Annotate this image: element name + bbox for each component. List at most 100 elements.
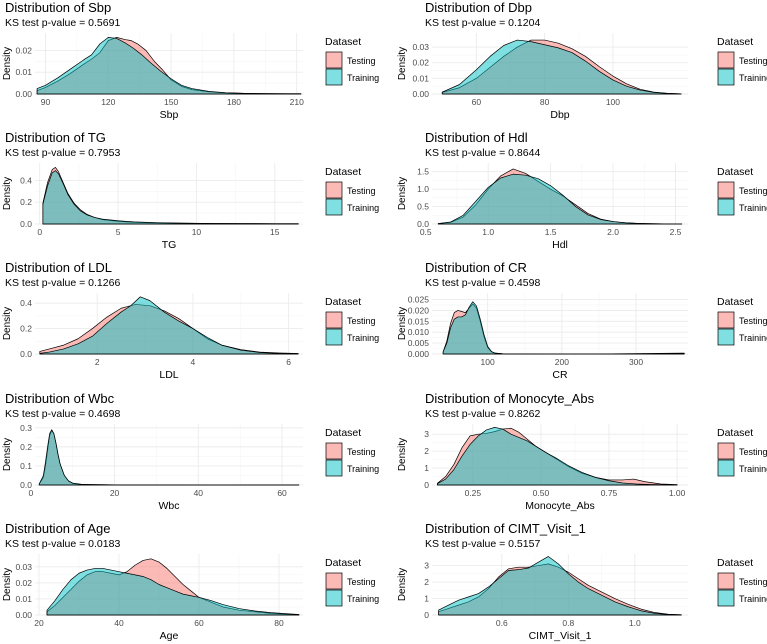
x-tick-label: 5 bbox=[116, 227, 121, 237]
y-axis-title: Density bbox=[397, 177, 408, 210]
y-tick-label: 0.025 bbox=[408, 295, 430, 305]
density-area-training bbox=[42, 170, 299, 225]
panel-title: Distribution of Age bbox=[5, 521, 111, 536]
panel-subtitle: KS test p-value = 0.4698 bbox=[5, 408, 120, 420]
legend: Dataset Testing Training bbox=[325, 296, 379, 346]
legend-key-testing bbox=[325, 181, 343, 199]
panel-subtitle: KS test p-value = 0.7953 bbox=[5, 147, 120, 159]
x-axis-title: Age bbox=[160, 630, 179, 642]
panel-title: Distribution of TG bbox=[5, 130, 106, 145]
legend-label-testing: Testing bbox=[739, 577, 767, 587]
x-tick-label: 2.5 bbox=[670, 227, 682, 237]
y-axis-title: Density bbox=[397, 307, 408, 340]
x-tick-label: 2.0 bbox=[607, 227, 619, 237]
panel-subtitle: KS test p-value = 0.1266 bbox=[5, 277, 120, 289]
density-area-testing bbox=[38, 430, 300, 486]
legend-label-training: Training bbox=[347, 73, 379, 83]
x-tick-label: 80 bbox=[274, 618, 284, 628]
legend-label-testing: Testing bbox=[347, 577, 376, 587]
x-axis-title: CR bbox=[552, 369, 568, 381]
x-tick-label: 0 bbox=[28, 488, 33, 498]
x-tick-label: 100 bbox=[606, 97, 620, 107]
y-axis-title: Density bbox=[2, 568, 13, 601]
legend-key-testing bbox=[717, 181, 735, 199]
y-tick-label: 0.2 bbox=[20, 442, 32, 452]
y-axis-title: Density bbox=[2, 47, 13, 80]
x-axis-title: Dbp bbox=[550, 109, 569, 121]
y-tick-label: 2 bbox=[424, 577, 429, 587]
legend: Dataset Testing Training bbox=[325, 557, 379, 607]
legend-label-training: Training bbox=[347, 203, 379, 213]
legend-label-training: Training bbox=[739, 464, 767, 474]
legend-label-testing: Testing bbox=[739, 56, 767, 66]
x-tick-label: 10 bbox=[192, 227, 202, 237]
density-panel: Distribution of Dbp KS test p-value = 0.1… bbox=[397, 0, 767, 121]
x-tick-label: 0.50 bbox=[533, 488, 550, 498]
panel-subtitle: KS test p-value = 0.4598 bbox=[425, 277, 540, 289]
density-area-training bbox=[442, 301, 685, 355]
y-tick-label: 3 bbox=[424, 429, 429, 439]
x-tick-label: 1.0 bbox=[482, 227, 494, 237]
x-tick-label: 0 bbox=[37, 227, 42, 237]
density-area-training bbox=[438, 556, 682, 616]
legend-key-testing bbox=[325, 572, 343, 590]
y-tick-label: 0.2 bbox=[20, 324, 32, 334]
legend-label-training: Training bbox=[739, 73, 767, 83]
legend: Dataset Testing Training bbox=[325, 166, 379, 216]
y-tick-label: 0.02 bbox=[15, 45, 32, 55]
legend-label-training: Training bbox=[347, 594, 379, 604]
y-tick-label: 0.02 bbox=[15, 578, 32, 588]
x-tick-label: 300 bbox=[629, 357, 643, 367]
legend-key-testing bbox=[717, 51, 735, 69]
density-area-training bbox=[38, 429, 300, 486]
legend-key-training bbox=[717, 198, 735, 216]
x-axis-title: Sbp bbox=[160, 109, 179, 121]
legend-title: Dataset bbox=[717, 557, 753, 569]
x-tick-label: 120 bbox=[101, 97, 115, 107]
x-tick-label: 0.5 bbox=[420, 227, 432, 237]
legend-label-training: Training bbox=[347, 333, 379, 343]
x-tick-label: 4 bbox=[191, 357, 196, 367]
y-tick-label: 0.01 bbox=[412, 73, 429, 83]
legend-key-testing bbox=[717, 442, 735, 460]
legend: Dataset Testing Training bbox=[717, 166, 767, 216]
legend-label-testing: Testing bbox=[739, 447, 767, 457]
panel-title: Distribution of Hdl bbox=[425, 130, 528, 145]
legend-key-training bbox=[717, 68, 735, 86]
legend-title: Dataset bbox=[325, 36, 361, 48]
legend-key-training bbox=[325, 459, 343, 477]
legend-title: Dataset bbox=[325, 427, 361, 439]
density-area-training bbox=[437, 173, 683, 225]
panel-title: Distribution of Wbc bbox=[5, 391, 115, 406]
legend-key-training bbox=[717, 589, 735, 607]
x-tick-label: 100 bbox=[481, 357, 495, 367]
x-tick-label: 20 bbox=[34, 618, 44, 628]
legend-key-testing bbox=[717, 572, 735, 590]
panel-subtitle: KS test p-value = 0.1204 bbox=[425, 17, 540, 29]
y-tick-label: 1.0 bbox=[417, 184, 429, 194]
panel-title: Distribution of CIMT_Visit_1 bbox=[425, 521, 586, 536]
x-tick-label: 180 bbox=[227, 97, 241, 107]
density-panel: Distribution of Wbc KS test p-value = 0.4… bbox=[2, 391, 379, 512]
y-tick-label: 0 bbox=[424, 610, 429, 620]
x-tick-label: 210 bbox=[290, 97, 304, 107]
x-axis-title: CIMT_Visit_1 bbox=[529, 630, 592, 642]
legend-key-training bbox=[325, 589, 343, 607]
y-tick-label: 0 bbox=[424, 480, 429, 490]
y-tick-label: 1 bbox=[424, 463, 429, 473]
legend-label-testing: Testing bbox=[739, 316, 767, 326]
legend-key-testing bbox=[325, 442, 343, 460]
density-panel: Distribution of CR KS test p-value = 0.45… bbox=[397, 260, 767, 381]
x-tick-label: 1.0 bbox=[629, 618, 641, 628]
legend-label-training: Training bbox=[347, 464, 379, 474]
x-tick-label: 150 bbox=[164, 97, 178, 107]
panel-title: Distribution of Dbp bbox=[425, 0, 532, 15]
y-tick-label: 0.3 bbox=[20, 423, 32, 433]
legend-label-testing: Testing bbox=[347, 56, 376, 66]
y-tick-label: 0.03 bbox=[15, 562, 32, 572]
y-tick-label: 0.2 bbox=[20, 197, 32, 207]
x-tick-label: 1.5 bbox=[545, 227, 557, 237]
y-tick-label: 0.00 bbox=[412, 89, 429, 99]
density-panel: Distribution of Sbp KS test p-value = 0.5… bbox=[2, 0, 379, 121]
